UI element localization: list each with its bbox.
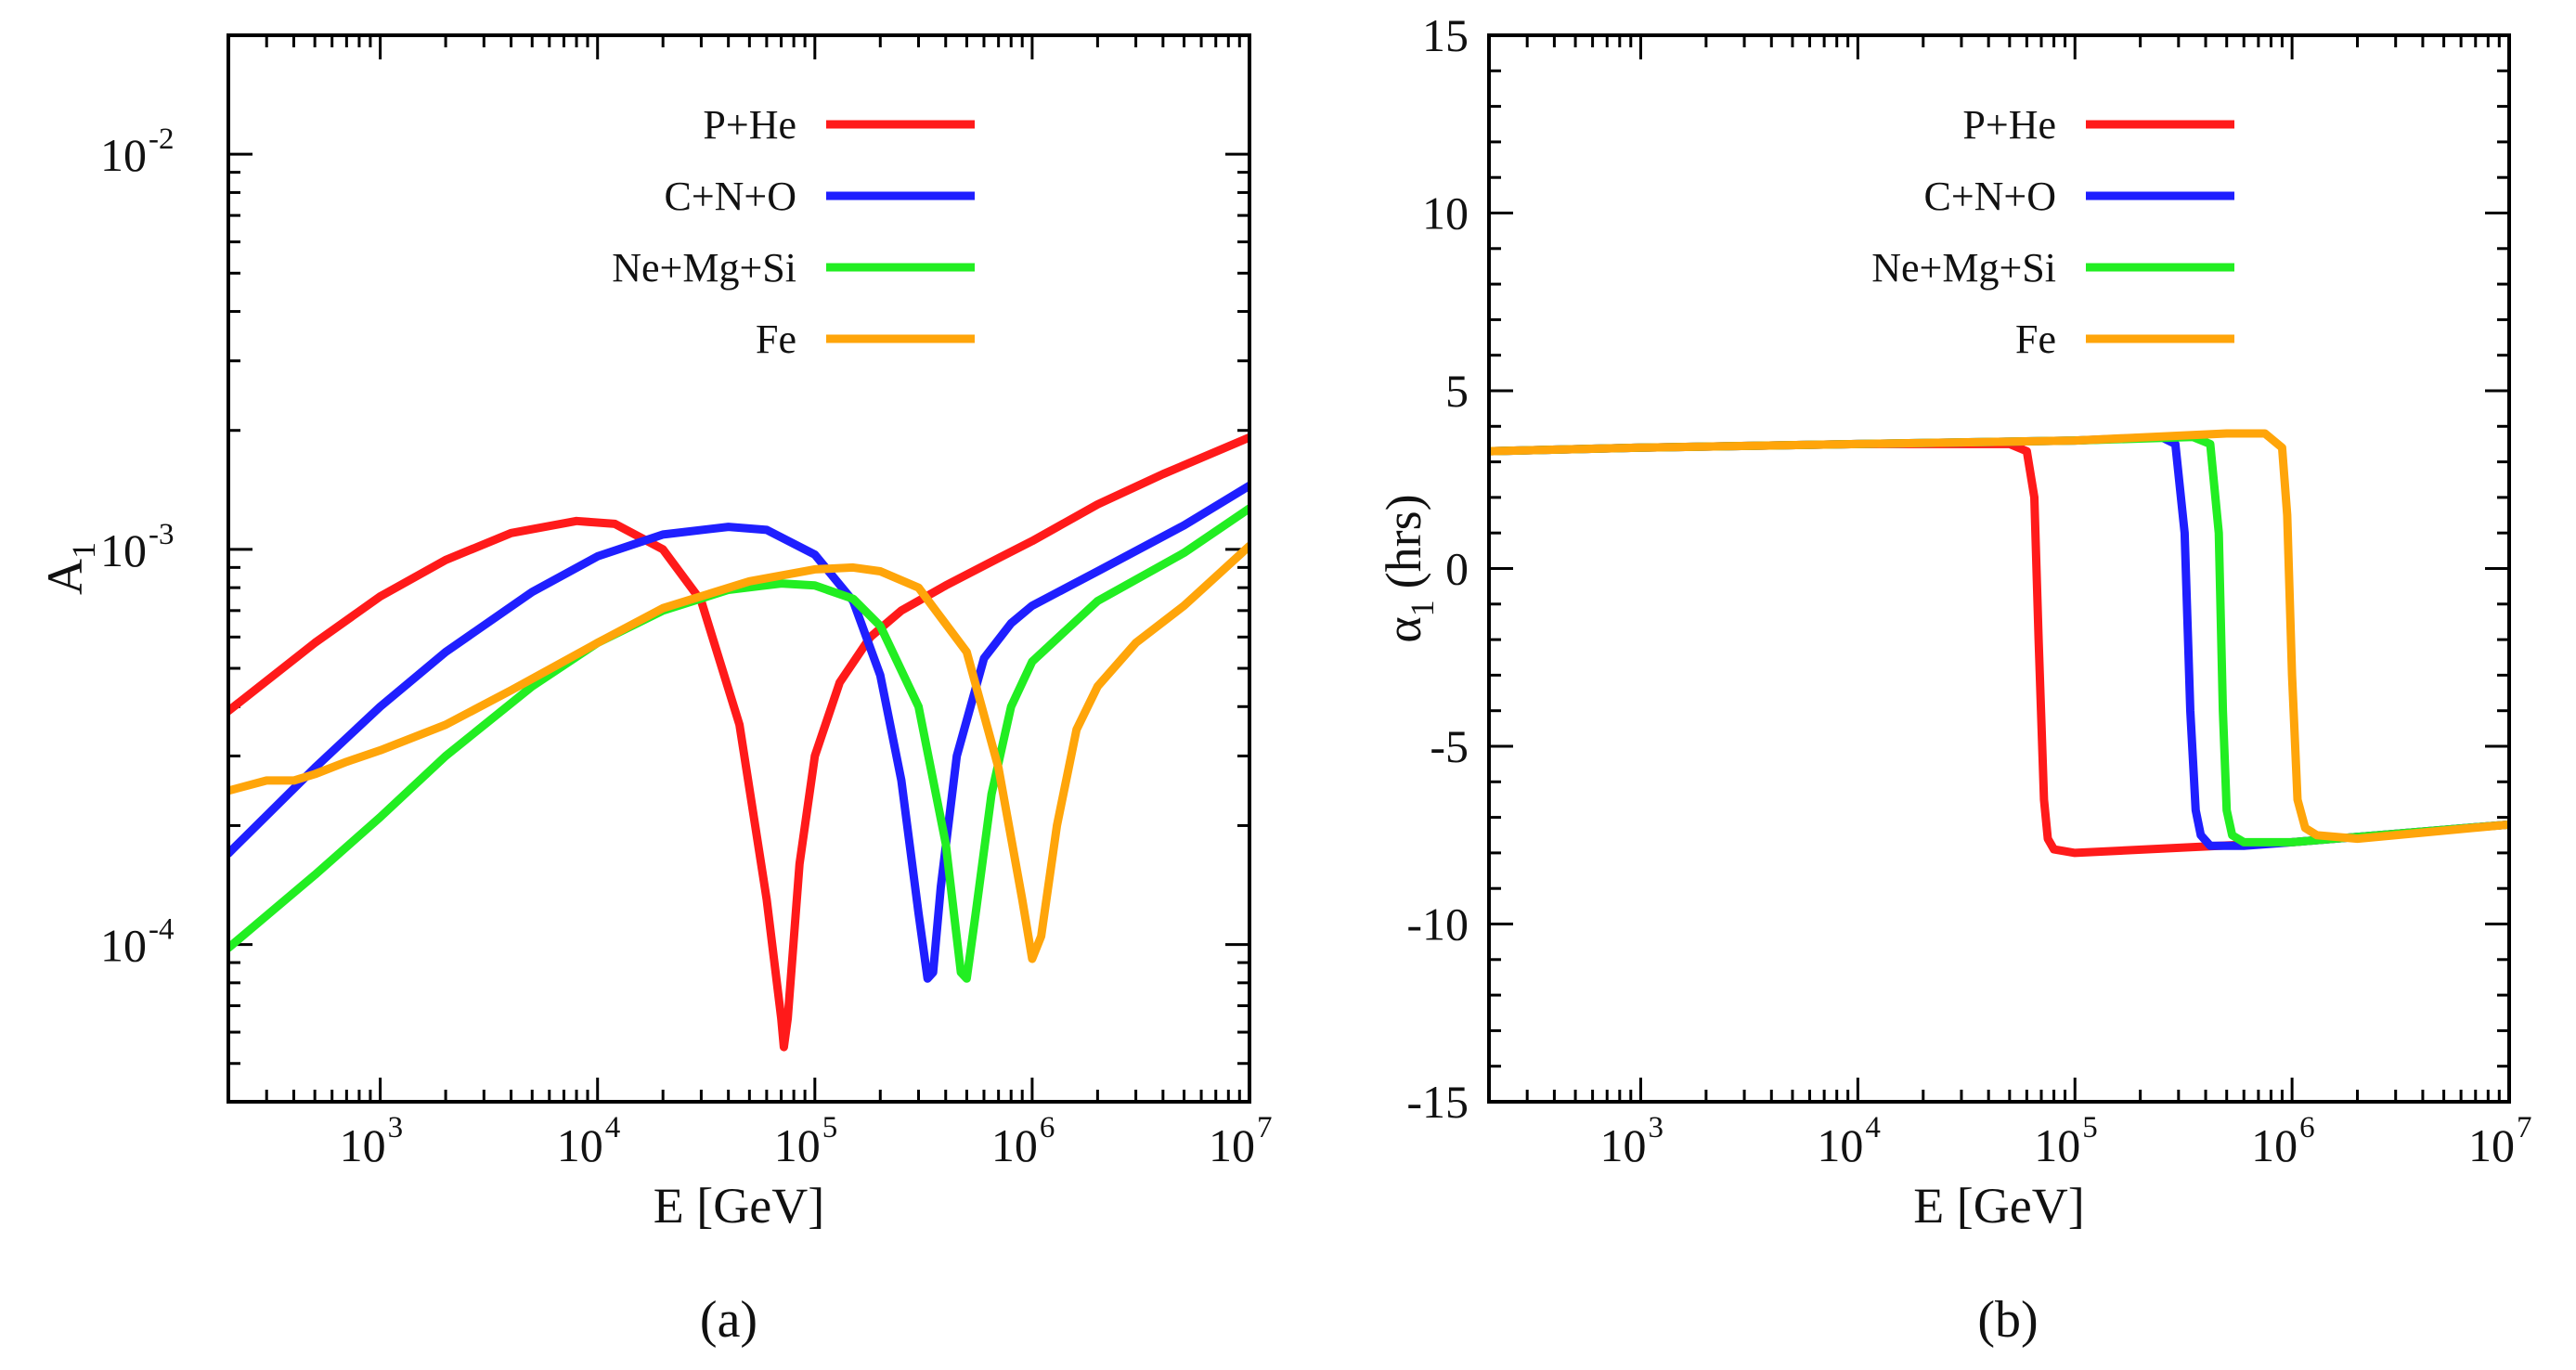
y-tick-label-base: 10 — [100, 129, 147, 181]
legend-item: P+He — [703, 102, 975, 148]
y-axis-title-subscript: 1 — [1404, 600, 1441, 616]
plot-frame — [227, 33, 1251, 1104]
legend-label: Fe — [2015, 317, 2056, 362]
y-tick-label: -10 — [1406, 898, 1469, 950]
series-line-p-he — [228, 433, 1249, 1052]
plot-frame — [1487, 33, 2511, 1104]
y-tick-label: 15 — [1422, 9, 1469, 61]
legend-label: Ne+Mg+Si — [1871, 245, 2056, 291]
x-tick-label-base: 10 — [774, 1119, 821, 1171]
series-line-fe — [228, 541, 1249, 963]
legend-label: Fe — [756, 317, 796, 362]
x-tick-label: 10 7 — [1209, 1111, 1273, 1171]
x-tick-label-exp: 6 — [2299, 1111, 2315, 1144]
y-tick-label: -10 — [1406, 898, 1469, 950]
y-tick-label-exp: -3 — [149, 518, 175, 551]
x-tick-label: 10 5 — [2034, 1111, 2098, 1171]
legend-item: C+N+O — [1923, 174, 2234, 219]
x-tick-label-base: 10 — [1209, 1119, 1255, 1171]
x-tick-label-base: 10 — [1817, 1119, 1863, 1171]
series-line-c-n-o — [228, 481, 1249, 983]
x-tick-label-exp: 6 — [1040, 1111, 1055, 1144]
legend-item: C+N+O — [664, 174, 975, 219]
y-tick-label: 10 -2 — [100, 123, 175, 181]
x-tick-label: 10 4 — [1817, 1111, 1881, 1171]
series-line-fe — [1489, 429, 2509, 844]
y-tick-label: 0 — [1445, 543, 1469, 595]
x-tick-label-exp: 7 — [2517, 1111, 2532, 1144]
series-line-p-he — [1489, 439, 2509, 858]
x-tick-label-exp: 5 — [2082, 1111, 2098, 1144]
y-tick-label-exp: -2 — [149, 123, 175, 156]
y-tick-label: -5 — [1430, 720, 1469, 772]
y-axis-title: α1 (hrs) — [1376, 494, 1441, 642]
legend-item: Ne+Mg+Si — [1871, 245, 2234, 291]
y-tick-label: 10 -3 — [100, 518, 175, 576]
x-tick-label-exp: 3 — [1648, 1111, 1663, 1144]
x-axis-title: E [GeV] — [654, 1178, 824, 1234]
x-tick-label-exp: 7 — [1257, 1111, 1273, 1144]
x-tick-label-base: 10 — [2251, 1119, 2298, 1171]
y-tick-label: 0 — [1445, 543, 1469, 595]
y-tick-label: 10 — [1422, 187, 1469, 239]
y-tick-label-base: 10 — [100, 920, 147, 972]
x-tick-label-base: 10 — [2468, 1119, 2515, 1171]
series-line-c-n-o — [1489, 433, 2509, 850]
legend-item: Fe — [2015, 317, 2234, 362]
x-tick-label: 10 3 — [340, 1111, 404, 1171]
x-tick-label-base: 10 — [1599, 1119, 1646, 1171]
axis-ticks — [227, 33, 1251, 1104]
legend-item: Ne+Mg+Si — [612, 245, 975, 291]
y-tick-label-exp: -4 — [149, 913, 175, 947]
y-tick-label: 5 — [1445, 365, 1469, 417]
axis-ticks — [1487, 33, 2511, 1104]
y-tick-label-base: 10 — [100, 524, 147, 576]
legend-label: Ne+Mg+Si — [612, 245, 796, 291]
x-tick-label-base: 10 — [2034, 1119, 2080, 1171]
legend-label: P+He — [703, 102, 796, 148]
series-line-ne-mg-si — [1489, 433, 2509, 847]
y-tick-label: 10 -4 — [100, 913, 175, 972]
legend-label: C+N+O — [1923, 174, 2056, 219]
y-tick-label: -15 — [1406, 1076, 1469, 1128]
series-line-ne-mg-si — [228, 504, 1249, 983]
panel-caption: (b) — [1977, 1291, 2038, 1349]
y-axis-title-symbol: α — [1376, 616, 1431, 642]
y-axis-title-symbol: A — [37, 559, 93, 595]
series-lines — [228, 433, 1249, 1052]
x-tick-label: 10 4 — [557, 1111, 621, 1171]
legend-label: P+He — [1962, 102, 2056, 148]
y-axis-title-subscript: 1 — [65, 542, 102, 559]
x-tick-label: 10 6 — [991, 1111, 1055, 1171]
panel-caption: (a) — [700, 1291, 757, 1349]
legend: P+He C+N+O Ne+Mg+Si Fe — [1871, 102, 2234, 362]
y-axis-title: A1 — [37, 542, 102, 595]
y-tick-label: 5 — [1445, 365, 1469, 417]
x-tick-label: 10 3 — [1599, 1111, 1663, 1171]
legend-label: C+N+O — [664, 174, 796, 219]
x-tick-label-exp: 3 — [388, 1111, 404, 1144]
x-tick-label-base: 10 — [340, 1119, 386, 1171]
x-tick-label-exp: 4 — [605, 1111, 621, 1144]
x-tick-label: 10 6 — [2251, 1111, 2315, 1171]
chart-panel-1: 10 3 10 4 10 5 10 6 10 710 -410 -310 -2E [GeV]A1P+He… — [37, 33, 1273, 1349]
x-tick-label-base: 10 — [991, 1119, 1038, 1171]
y-tick-label: -15 — [1406, 1076, 1469, 1128]
y-tick-label: -5 — [1430, 720, 1469, 772]
x-tick-label: 10 5 — [774, 1111, 838, 1171]
y-tick-label: 10 — [1422, 187, 1469, 239]
x-tick-label-base: 10 — [557, 1119, 603, 1171]
y-axis-title-unit: (hrs) — [1376, 494, 1431, 588]
x-tick-label: 10 7 — [2468, 1111, 2532, 1171]
x-axis-title: E [GeV] — [1913, 1178, 2084, 1234]
legend-item: Fe — [756, 317, 975, 362]
legend-item: P+He — [1962, 102, 2234, 148]
legend: P+He C+N+O Ne+Mg+Si Fe — [612, 102, 975, 362]
x-tick-label-exp: 5 — [822, 1111, 838, 1144]
series-lines — [1489, 429, 2509, 858]
y-tick-label: 15 — [1422, 9, 1469, 61]
x-tick-label-exp: 4 — [1865, 1111, 1881, 1144]
